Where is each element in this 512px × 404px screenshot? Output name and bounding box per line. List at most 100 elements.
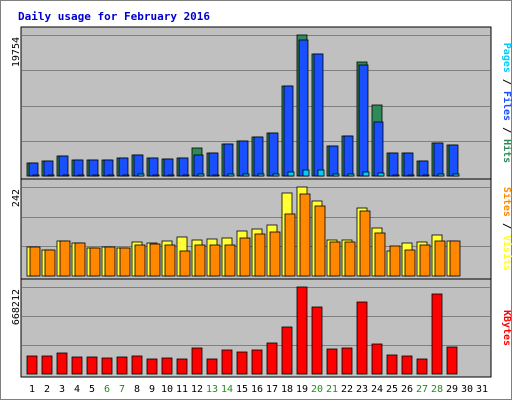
bar-sites-day-22 bbox=[344, 241, 356, 277]
x-tick-label: 24 bbox=[371, 384, 383, 395]
bar-pages-day-14 bbox=[227, 173, 235, 177]
bar-pages-day-12 bbox=[197, 173, 205, 177]
bar-files-day-15 bbox=[238, 140, 249, 177]
bar-files-day-2 bbox=[43, 160, 54, 177]
x-tick-label: 4 bbox=[74, 384, 80, 395]
bar-pages-day-2 bbox=[47, 174, 55, 177]
bar-sites-day-12 bbox=[194, 244, 206, 277]
x-tick-label: 30 bbox=[461, 384, 473, 395]
x-tick-label: 28 bbox=[431, 384, 443, 395]
x-tick-label: 11 bbox=[176, 384, 188, 395]
bar-sites-day-26 bbox=[404, 249, 416, 277]
x-tick-label: 8 bbox=[134, 384, 140, 395]
bar-sites-day-20 bbox=[314, 205, 326, 277]
x-tick-label: 23 bbox=[356, 384, 368, 395]
x-tick-label: 6 bbox=[104, 384, 110, 395]
bar-files-day-6 bbox=[103, 159, 114, 177]
x-tick-label: 1 bbox=[29, 384, 35, 395]
bar-kbytes-day-18 bbox=[281, 326, 293, 375]
x-tick-label: 10 bbox=[161, 384, 173, 395]
bar-files-day-18 bbox=[283, 85, 294, 177]
bar-sites-day-11 bbox=[179, 250, 191, 277]
x-tick-label: 15 bbox=[236, 384, 248, 395]
bar-files-day-17 bbox=[268, 132, 279, 177]
bar-files-day-25 bbox=[388, 152, 399, 177]
x-tick-label: 21 bbox=[326, 384, 338, 395]
bar-kbytes-day-7 bbox=[116, 356, 128, 375]
bar-pages-day-6 bbox=[107, 174, 115, 177]
bar-pages-day-16 bbox=[257, 173, 265, 177]
bar-files-day-4 bbox=[73, 159, 84, 177]
bar-files-day-23 bbox=[358, 64, 369, 177]
ymax-label-hits-files-pages: 19754 bbox=[11, 37, 22, 67]
bar-files-day-13 bbox=[208, 152, 219, 177]
bar-files-day-1 bbox=[28, 162, 39, 177]
bar-kbytes-day-22 bbox=[341, 347, 353, 375]
legend-entry: Files bbox=[501, 91, 512, 121]
x-tick-label: 17 bbox=[266, 384, 278, 395]
bar-files-day-29 bbox=[448, 144, 459, 177]
x-tick-label: 9 bbox=[149, 384, 155, 395]
bar-sites-day-16 bbox=[254, 233, 266, 277]
bar-kbytes-day-23 bbox=[356, 301, 368, 375]
x-tick-label: 16 bbox=[251, 384, 263, 395]
bar-files-day-22 bbox=[343, 135, 354, 177]
bar-files-day-16 bbox=[253, 136, 264, 177]
bar-pages-day-21 bbox=[332, 173, 340, 177]
bar-files-day-28 bbox=[433, 142, 444, 177]
x-tick-label: 3 bbox=[59, 384, 65, 395]
bar-sites-day-24 bbox=[374, 232, 386, 277]
x-tick-label: 7 bbox=[119, 384, 125, 395]
bar-pages-day-15 bbox=[242, 173, 250, 177]
bar-pages-day-13 bbox=[212, 174, 220, 177]
legend-entry: / bbox=[501, 73, 512, 91]
legend-entry: / bbox=[501, 217, 512, 235]
legend-visits-sites: Sites / Visits bbox=[501, 187, 512, 271]
bar-files-day-7 bbox=[118, 157, 129, 177]
bar-kbytes-day-2 bbox=[41, 355, 53, 375]
legend-entry: Sites bbox=[501, 187, 512, 217]
bar-files-day-11 bbox=[178, 157, 189, 177]
bar-kbytes-day-27 bbox=[416, 358, 428, 375]
x-tick-label: 31 bbox=[476, 384, 488, 395]
bar-kbytes-day-17 bbox=[266, 342, 278, 375]
x-tick-label: 20 bbox=[311, 384, 323, 395]
bar-pages-day-27 bbox=[422, 174, 430, 177]
bar-kbytes-day-14 bbox=[221, 349, 233, 375]
bar-files-day-19 bbox=[298, 39, 309, 177]
legend-entry: Pages bbox=[501, 43, 512, 73]
legend-entry: Visits bbox=[501, 235, 512, 271]
bar-pages-day-5 bbox=[92, 174, 100, 177]
bar-files-day-3 bbox=[58, 155, 69, 177]
x-tick-label: 26 bbox=[401, 384, 413, 395]
bar-sites-day-23 bbox=[359, 210, 371, 277]
bar-sites-day-9 bbox=[149, 243, 161, 277]
bar-kbytes-day-13 bbox=[206, 358, 218, 375]
bar-sites-day-29 bbox=[449, 240, 461, 277]
legend-entry: / bbox=[501, 121, 512, 139]
bar-pages-day-1 bbox=[32, 174, 40, 177]
bar-pages-day-23 bbox=[362, 171, 370, 177]
bar-pages-day-29 bbox=[452, 173, 460, 177]
chart-title: Daily usage for February 2016 bbox=[18, 10, 210, 23]
bar-pages-day-19 bbox=[302, 169, 310, 177]
bar-kbytes-day-5 bbox=[86, 356, 98, 375]
x-tick-label: 22 bbox=[341, 384, 353, 395]
bar-pages-day-20 bbox=[317, 169, 325, 177]
bar-files-day-14 bbox=[223, 143, 234, 177]
x-tick-label: 2 bbox=[44, 384, 50, 395]
x-tick-label: 5 bbox=[89, 384, 95, 395]
bar-sites-day-17 bbox=[269, 231, 281, 277]
bar-kbytes-day-8 bbox=[131, 355, 143, 375]
bar-sites-day-5 bbox=[89, 247, 101, 277]
x-tick-label: 12 bbox=[191, 384, 203, 395]
x-tick-label: 18 bbox=[281, 384, 293, 395]
x-tick-label: 27 bbox=[416, 384, 428, 395]
bar-pages-day-7 bbox=[122, 174, 130, 177]
bar-sites-day-25 bbox=[389, 245, 401, 277]
bar-sites-day-7 bbox=[119, 247, 131, 277]
bar-pages-day-24 bbox=[377, 172, 385, 177]
bar-kbytes-day-9 bbox=[146, 358, 158, 375]
bar-sites-day-27 bbox=[419, 244, 431, 277]
